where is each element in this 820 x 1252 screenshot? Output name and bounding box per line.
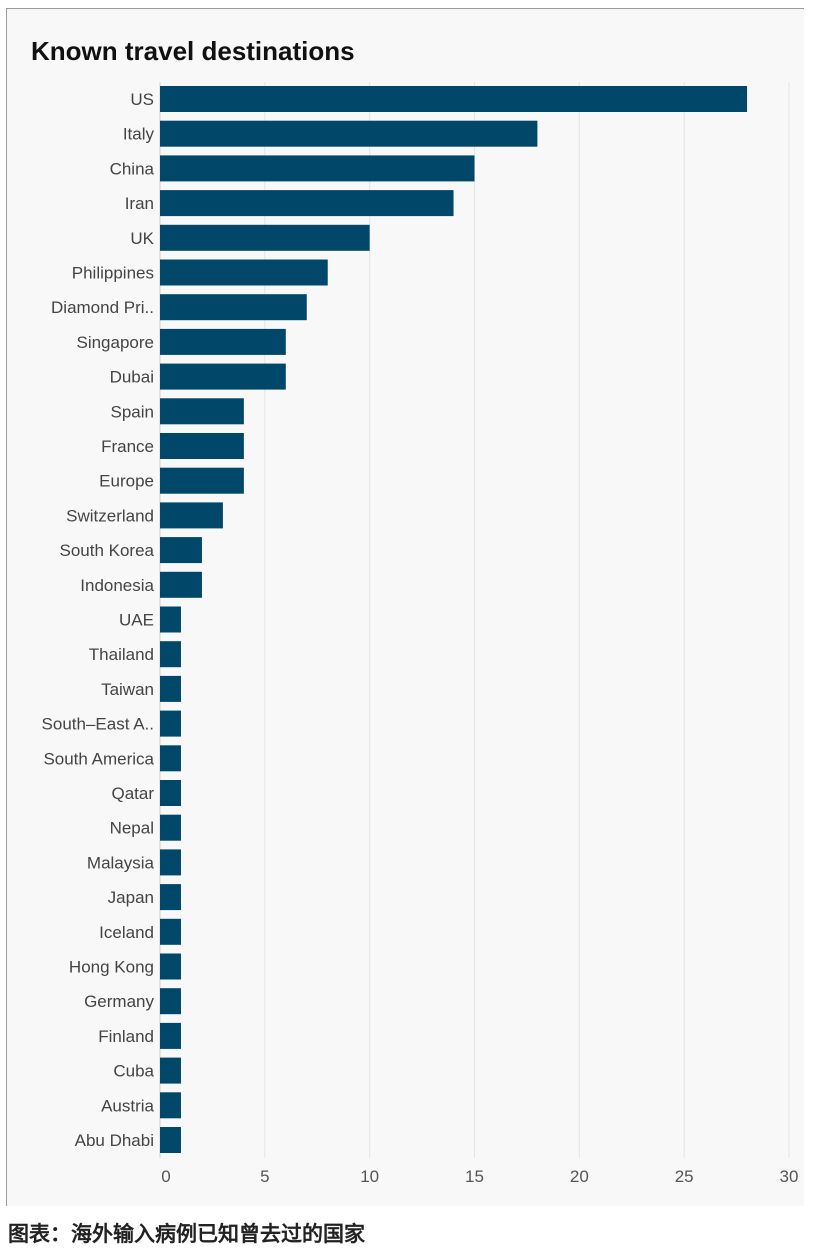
category-label: Hong Kong bbox=[69, 958, 154, 977]
bar bbox=[160, 294, 307, 321]
category-label: Iceland bbox=[99, 923, 154, 942]
x-tick-label: 0 bbox=[161, 1167, 170, 1186]
bar bbox=[160, 537, 202, 564]
category-label: Singapore bbox=[76, 333, 154, 352]
bar bbox=[160, 190, 454, 217]
bar bbox=[160, 433, 244, 459]
category-label: Spain bbox=[111, 402, 154, 421]
bar bbox=[160, 1022, 181, 1049]
category-label: Diamond Pri.. bbox=[51, 298, 154, 317]
bars bbox=[160, 86, 748, 1153]
x-tick-label: 30 bbox=[780, 1167, 799, 1186]
bar bbox=[160, 675, 181, 702]
bar bbox=[160, 780, 181, 806]
bar bbox=[160, 710, 181, 737]
category-labels: US Italy China Iran UK Philippines Diamond Pri… bbox=[42, 90, 155, 1150]
category-label: Malaysia bbox=[87, 853, 155, 872]
bar bbox=[160, 814, 181, 841]
bar bbox=[160, 259, 328, 286]
bar bbox=[160, 363, 286, 390]
bar bbox=[160, 398, 244, 425]
x-tick-label: 5 bbox=[260, 1167, 269, 1186]
category-label: Europe bbox=[99, 472, 154, 491]
bar bbox=[160, 571, 202, 598]
category-label: Abu Dhabi bbox=[75, 1131, 154, 1150]
bar bbox=[160, 849, 181, 876]
category-label: South Korea bbox=[59, 541, 154, 560]
bar bbox=[160, 641, 181, 668]
bar bbox=[160, 467, 244, 494]
category-label: Japan bbox=[108, 888, 154, 907]
category-label: Austria bbox=[101, 1096, 154, 1115]
category-label: Italy bbox=[123, 125, 155, 144]
x-axis-ticks: 0 5 10 15 20 25 30 bbox=[161, 1167, 798, 1186]
category-label: France bbox=[101, 437, 154, 456]
category-label: South America bbox=[43, 749, 154, 768]
bar bbox=[160, 1092, 181, 1119]
category-label: Finland bbox=[98, 1027, 154, 1046]
bar bbox=[160, 884, 181, 911]
x-tick-label: 10 bbox=[360, 1167, 379, 1186]
category-label: Thailand bbox=[89, 645, 154, 664]
category-label: Dubai bbox=[110, 368, 154, 387]
category-label: Taiwan bbox=[101, 680, 154, 699]
category-label: Philippines bbox=[72, 264, 154, 283]
category-label: Cuba bbox=[113, 1062, 154, 1081]
category-label: South–East A.. bbox=[42, 715, 154, 734]
bar bbox=[160, 606, 181, 633]
category-label: US bbox=[130, 90, 154, 109]
category-label: Switzerland bbox=[66, 506, 154, 525]
bar bbox=[160, 155, 475, 182]
bar bbox=[160, 328, 286, 355]
bar bbox=[160, 918, 181, 945]
bar bbox=[160, 745, 181, 772]
category-label: UAE bbox=[119, 611, 154, 630]
x-tick-label: 25 bbox=[675, 1167, 694, 1186]
bar bbox=[160, 988, 181, 1015]
bar bbox=[160, 953, 181, 980]
chart-title: Known travel destinations bbox=[31, 36, 355, 66]
bar bbox=[160, 86, 748, 112]
bar bbox=[160, 224, 370, 251]
bar bbox=[160, 502, 223, 529]
x-tick-label: 20 bbox=[570, 1167, 589, 1186]
category-label: China bbox=[110, 159, 155, 178]
bar bbox=[160, 1127, 181, 1153]
x-tick-label: 15 bbox=[465, 1167, 484, 1186]
category-label: UK bbox=[130, 229, 154, 248]
category-label: Qatar bbox=[111, 784, 154, 803]
category-label: Germany bbox=[84, 992, 154, 1011]
category-label: Iran bbox=[125, 194, 154, 213]
bar bbox=[160, 120, 538, 147]
bar bbox=[160, 1057, 181, 1084]
category-label: Nepal bbox=[110, 819, 154, 838]
category-label: Indonesia bbox=[80, 576, 154, 595]
chart-caption: 图表：海外输入病例已知曾去过的国家 bbox=[8, 1222, 365, 1246]
